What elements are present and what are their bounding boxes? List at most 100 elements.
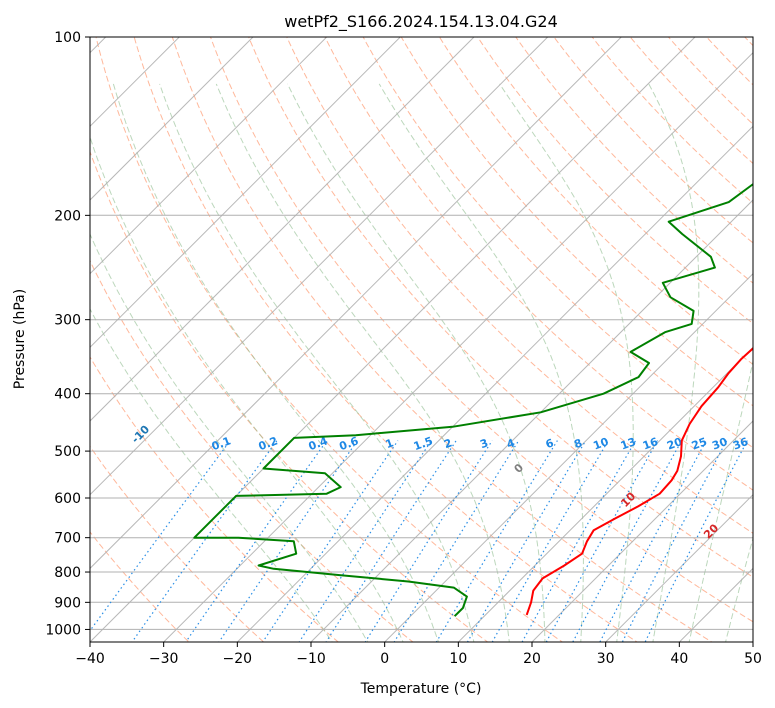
moist-adiabat bbox=[159, 83, 475, 642]
mixing-ratio-label: 25 bbox=[690, 435, 709, 452]
dry-adiabat bbox=[400, 37, 753, 407]
profile-line bbox=[525, 347, 753, 616]
mixing-ratio-label: 0.1 bbox=[210, 434, 233, 453]
moist-adiabat bbox=[688, 358, 753, 642]
dry-adiabat bbox=[90, 445, 265, 642]
profile-line bbox=[193, 182, 753, 617]
isotherm bbox=[90, 37, 623, 570]
dry-adiabat bbox=[591, 37, 753, 204]
moist-adiabat bbox=[287, 83, 546, 642]
x-axis-label: Temperature (°C) bbox=[360, 681, 482, 697]
mixing-ratio-line bbox=[521, 440, 637, 642]
isotherm bbox=[752, 641, 753, 642]
dry-adiabat bbox=[133, 37, 638, 642]
x-tick-label: −10 bbox=[296, 651, 326, 667]
mixing-ratio-label: 6 bbox=[544, 436, 556, 451]
mixing-ratio-line bbox=[218, 440, 358, 642]
y-tick-label: 1000 bbox=[45, 622, 81, 638]
mixing-ratio-line bbox=[435, 440, 558, 642]
x-tick-label: 40 bbox=[670, 651, 688, 667]
moist-adiabat bbox=[90, 308, 333, 642]
mixing-ratio-label: 2 bbox=[442, 436, 454, 451]
y-axis: 100 200 300 400 500 600 700 800 900 1000 bbox=[45, 30, 90, 638]
x-tick-label: 50 bbox=[744, 651, 762, 667]
dry-adiabat bbox=[324, 37, 753, 491]
moist-adiabat bbox=[648, 83, 700, 642]
y-tick-label: 800 bbox=[54, 565, 81, 581]
mixing-ratio-line bbox=[491, 440, 609, 642]
isotherm bbox=[90, 37, 254, 201]
x-tick-label: −30 bbox=[149, 651, 179, 667]
profile-series bbox=[193, 182, 753, 617]
isotherm bbox=[457, 346, 753, 642]
mixing-ratio-label: 0.2 bbox=[257, 434, 280, 453]
dry-adiabat bbox=[438, 37, 753, 365]
mixing-ratio-line bbox=[185, 440, 328, 642]
isotherm bbox=[90, 37, 475, 422]
y-tick-label: 300 bbox=[54, 313, 81, 329]
moist-adiabat bbox=[112, 83, 440, 642]
dry-adiabat bbox=[90, 150, 489, 642]
mixing-ratio-label: 13 bbox=[619, 435, 638, 452]
mixing-ratio-label: 10 bbox=[591, 435, 610, 453]
background-lines bbox=[90, 37, 753, 642]
x-tick-label: −20 bbox=[223, 651, 253, 667]
mixing-ratio-line bbox=[325, 440, 457, 642]
mixing-ratio-line bbox=[262, 440, 399, 642]
x-tick-label: 10 bbox=[449, 651, 467, 667]
isotherm bbox=[531, 420, 753, 642]
mixing-ratio-label: 20 bbox=[665, 435, 684, 453]
mixing-ratio-label: 36 bbox=[731, 435, 750, 453]
mixing-ratio-label: 3 bbox=[478, 436, 490, 451]
y-tick-label: 600 bbox=[54, 491, 81, 507]
dry-adiabat bbox=[90, 356, 339, 642]
y-tick-label: 200 bbox=[54, 208, 81, 224]
isotherm bbox=[604, 493, 753, 642]
mixing-ratio-line bbox=[621, 440, 728, 642]
mixing-ratio-label: 1 bbox=[384, 436, 396, 451]
line-labels: 0.10.20.40.611.52346810131620253036-100-… bbox=[129, 423, 775, 573]
mixing-ratio-line bbox=[599, 440, 707, 642]
dry-adiabat bbox=[286, 37, 753, 534]
x-tick-label: −40 bbox=[75, 651, 105, 667]
moist-adiabat bbox=[90, 135, 404, 642]
y-tick-label: 900 bbox=[54, 595, 81, 611]
moist-adiabat bbox=[90, 232, 369, 642]
y-tick-label: 400 bbox=[54, 387, 81, 403]
x-tick-label: 20 bbox=[523, 651, 541, 667]
mixing-ratio-line bbox=[90, 440, 231, 632]
dry-adiabat bbox=[553, 37, 753, 244]
y-axis-label: Pressure (hPa) bbox=[12, 289, 28, 389]
dry-adiabat-label: -10 bbox=[129, 423, 152, 446]
mixing-ratio-label: 16 bbox=[641, 435, 660, 453]
isotherm bbox=[90, 37, 696, 642]
dry-adiabat bbox=[209, 37, 753, 623]
y-tick-label: 500 bbox=[54, 444, 81, 460]
dry-adiabat bbox=[705, 37, 753, 86]
mixing-ratio-line bbox=[644, 440, 748, 642]
dry-adiabat bbox=[477, 37, 753, 325]
mixing-ratio-line bbox=[131, 440, 278, 642]
plot-frame bbox=[89, 36, 754, 643]
isotherm bbox=[678, 567, 753, 642]
dry-adiabat bbox=[90, 259, 414, 642]
mixing-ratio-label: 8 bbox=[572, 436, 584, 451]
moist-adiabat bbox=[499, 83, 634, 642]
isotherm bbox=[162, 51, 753, 642]
y-tick-label: 700 bbox=[54, 531, 81, 547]
isotherm bbox=[90, 37, 549, 496]
mixing-ratio-label: 30 bbox=[710, 435, 729, 453]
mixing-ratio-line bbox=[393, 440, 520, 642]
isotherm bbox=[90, 37, 181, 128]
moist-adiabat bbox=[378, 83, 584, 642]
mixing-ratio-line bbox=[572, 440, 683, 642]
isotherm bbox=[383, 272, 753, 642]
isotherm bbox=[310, 199, 753, 642]
y-tick-label: 100 bbox=[54, 30, 81, 46]
x-tick-label: 30 bbox=[597, 651, 615, 667]
dry-adiabat bbox=[515, 37, 753, 284]
dry-adiabat bbox=[95, 37, 564, 642]
mixing-ratio-label: 1.5 bbox=[412, 434, 435, 453]
moist-adiabat-label: 30 bbox=[772, 553, 775, 573]
dry-adiabat bbox=[171, 37, 713, 642]
